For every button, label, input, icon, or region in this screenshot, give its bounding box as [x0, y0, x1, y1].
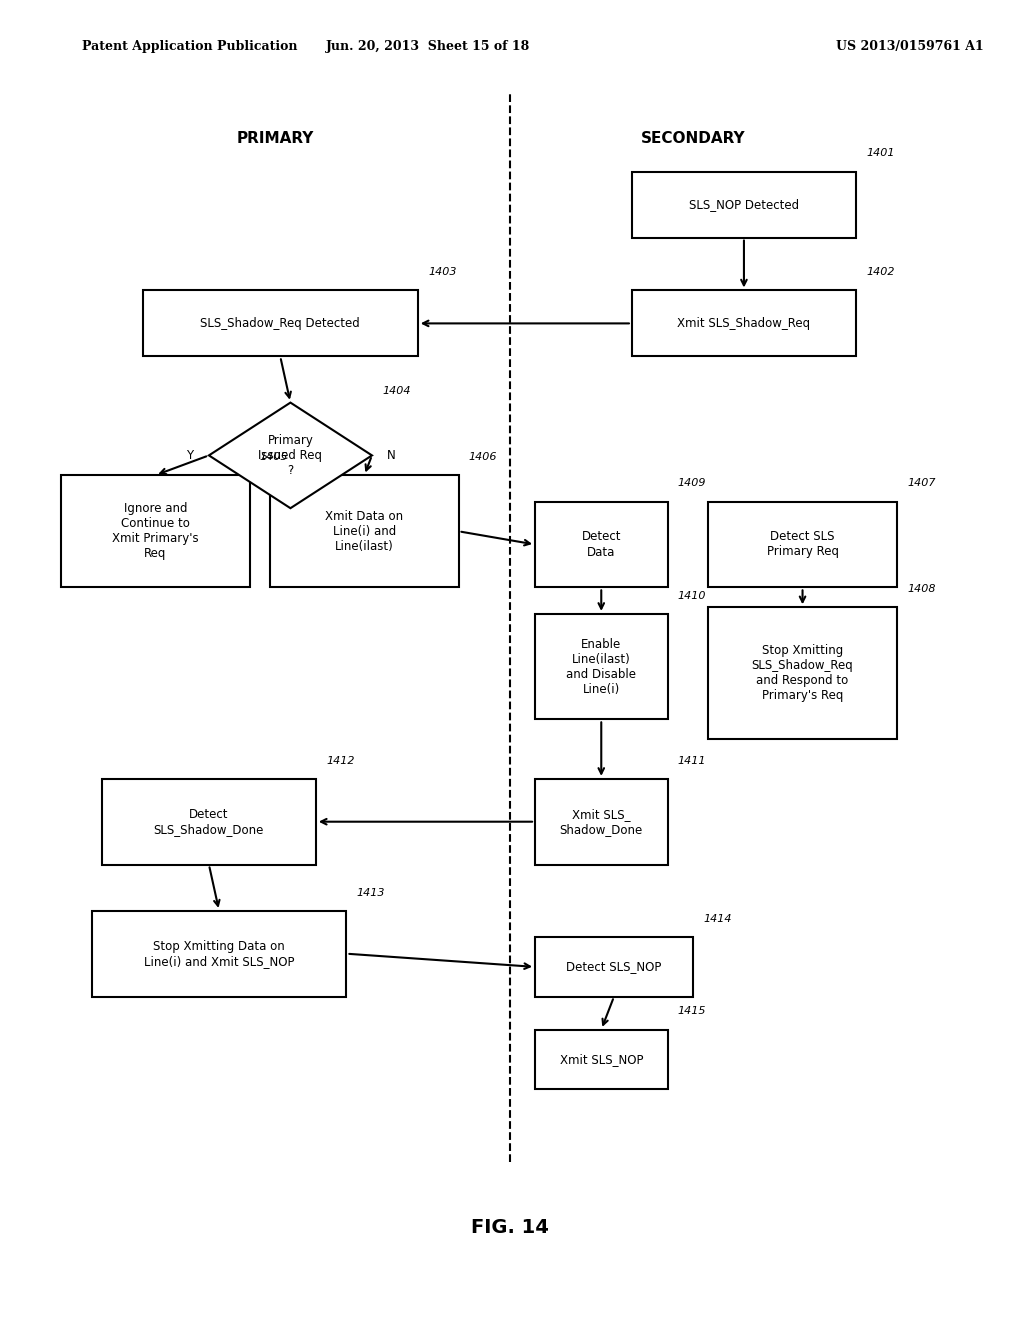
Text: 1403: 1403: [428, 267, 457, 277]
Text: 1402: 1402: [866, 267, 895, 277]
Text: 1415: 1415: [678, 1006, 707, 1016]
Text: SLS_NOP Detected: SLS_NOP Detected: [689, 198, 799, 211]
FancyBboxPatch shape: [535, 502, 668, 587]
Text: 1404: 1404: [382, 385, 411, 396]
Text: Xmit SLS_Shadow_Req: Xmit SLS_Shadow_Req: [678, 317, 811, 330]
FancyBboxPatch shape: [535, 937, 693, 997]
Text: Patent Application Publication: Patent Application Publication: [82, 40, 297, 53]
FancyBboxPatch shape: [709, 607, 897, 739]
Text: 1412: 1412: [326, 755, 354, 766]
Text: N: N: [387, 449, 396, 462]
Text: PRIMARY: PRIMARY: [237, 131, 313, 147]
Text: Stop Xmitting Data on
Line(i) and Xmit SLS_NOP: Stop Xmitting Data on Line(i) and Xmit S…: [143, 940, 294, 968]
Text: 1409: 1409: [678, 478, 707, 488]
FancyBboxPatch shape: [92, 911, 346, 997]
Text: Enable
Line(ilast)
and Disable
Line(i): Enable Line(ilast) and Disable Line(i): [566, 638, 636, 696]
Text: 1406: 1406: [469, 451, 498, 462]
Text: Xmit SLS_NOP: Xmit SLS_NOP: [559, 1053, 643, 1065]
Text: Xmit Data on
Line(i) and
Line(ilast): Xmit Data on Line(i) and Line(ilast): [326, 510, 403, 553]
Text: Primary
Issued Req
?: Primary Issued Req ?: [258, 434, 323, 477]
Text: 1410: 1410: [678, 590, 707, 601]
FancyBboxPatch shape: [535, 614, 668, 719]
Text: 1401: 1401: [866, 148, 895, 158]
Text: 1413: 1413: [356, 887, 385, 898]
Text: Jun. 20, 2013  Sheet 15 of 18: Jun. 20, 2013 Sheet 15 of 18: [326, 40, 530, 53]
Text: 1408: 1408: [907, 583, 936, 594]
Text: 1414: 1414: [703, 913, 732, 924]
Text: Stop Xmitting
SLS_Shadow_Req
and Respond to
Primary's Req: Stop Xmitting SLS_Shadow_Req and Respond…: [752, 644, 853, 702]
Text: 1405: 1405: [260, 451, 289, 462]
Text: SLS_Shadow_Req Detected: SLS_Shadow_Req Detected: [201, 317, 360, 330]
FancyBboxPatch shape: [535, 1030, 668, 1089]
FancyBboxPatch shape: [632, 290, 856, 356]
Text: Detect
SLS_Shadow_Done: Detect SLS_Shadow_Done: [154, 808, 264, 836]
FancyBboxPatch shape: [61, 475, 250, 587]
Text: Xmit SLS_
Shadow_Done: Xmit SLS_ Shadow_Done: [560, 808, 643, 836]
Text: SECONDARY: SECONDARY: [641, 131, 745, 147]
FancyBboxPatch shape: [632, 172, 856, 238]
Text: 1407: 1407: [907, 478, 936, 488]
Text: Y: Y: [186, 449, 194, 462]
FancyBboxPatch shape: [270, 475, 459, 587]
FancyBboxPatch shape: [535, 779, 668, 865]
Text: US 2013/0159761 A1: US 2013/0159761 A1: [836, 40, 983, 53]
Text: Detect SLS
Primary Req: Detect SLS Primary Req: [767, 531, 839, 558]
Text: 1411: 1411: [678, 755, 707, 766]
FancyBboxPatch shape: [102, 779, 316, 865]
Text: Detect
Data: Detect Data: [582, 531, 621, 558]
FancyBboxPatch shape: [709, 502, 897, 587]
Polygon shape: [209, 403, 372, 508]
Text: Ignore and
Continue to
Xmit Primary's
Req: Ignore and Continue to Xmit Primary's Re…: [112, 503, 199, 560]
FancyBboxPatch shape: [142, 290, 418, 356]
Text: Detect SLS_NOP: Detect SLS_NOP: [566, 961, 662, 973]
Text: FIG. 14: FIG. 14: [471, 1218, 549, 1237]
